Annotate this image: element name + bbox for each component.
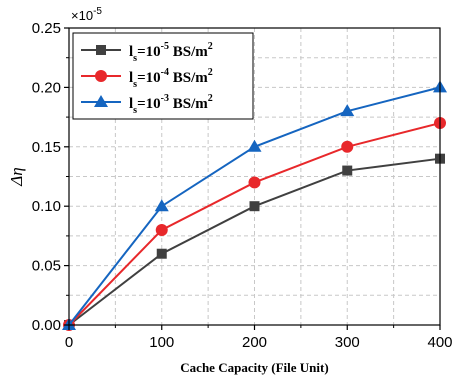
legend-label-main: l <box>129 96 133 112</box>
legend-label-eq: =10 <box>137 44 161 60</box>
x-tick-label: 0 <box>65 334 73 351</box>
data-point <box>248 176 261 189</box>
legend-label-sub: s <box>133 105 137 116</box>
legend-marker <box>95 70 107 82</box>
y-tick-label: 0.20 <box>32 79 61 96</box>
x-tick-label: 400 <box>427 334 452 351</box>
x-tick-label: 200 <box>242 334 267 351</box>
legend-label: ls=10-4 BS/m2 <box>129 67 213 90</box>
legend-item: ls=10-5 BS/m2 <box>81 41 213 64</box>
legend-marker <box>96 45 106 55</box>
legend-label-unit: BS/m <box>169 44 208 60</box>
y-tick-label: 0.10 <box>32 198 61 215</box>
legend-label-sub: s <box>133 79 137 90</box>
x-tick-label: 100 <box>149 334 174 351</box>
legend-label-main: l <box>129 44 133 60</box>
legend-label-eq: =10 <box>137 70 161 86</box>
y-tick-label: 0.00 <box>32 317 61 334</box>
legend-label: ls=10-3 BS/m2 <box>129 93 213 116</box>
y-multiplier: ×10-5 <box>71 6 102 23</box>
y-tick-label: 0.05 <box>32 258 61 275</box>
legend-label-main: l <box>129 70 133 86</box>
legend-item: ls=10-3 BS/m2 <box>81 93 213 116</box>
legend-label-unit: BS/m <box>169 70 208 86</box>
legend-label-unit-exp: 2 <box>208 67 213 78</box>
data-point <box>340 104 355 117</box>
x-tick-label: 300 <box>335 334 360 351</box>
legend-label-exp: -5 <box>161 41 169 52</box>
data-point <box>156 248 167 259</box>
data-point <box>341 140 354 153</box>
legend-label-unit-exp: 2 <box>208 93 213 104</box>
data-point <box>155 223 168 236</box>
data-point <box>154 199 169 212</box>
y-multiplier-exponent: -5 <box>93 6 102 17</box>
data-point <box>249 201 260 212</box>
y-multiplier-base: ×10 <box>71 8 93 23</box>
data-point <box>342 165 353 176</box>
series-layer <box>62 80 447 331</box>
x-axis-label: Cache Capacity (File Unit) <box>180 360 328 375</box>
axis-ticks: 0 100 200 300 400 0.00 0.05 0.10 0.15 0.20 0.25 <box>32 20 453 351</box>
y-tick-label: 0.15 <box>32 139 61 156</box>
legend-label-sub: s <box>133 53 137 64</box>
data-point <box>247 139 262 152</box>
y-tick-label: 0.25 <box>32 20 61 37</box>
legend-label-unit-exp: 2 <box>208 41 213 52</box>
legend-label-exp: -4 <box>161 67 169 78</box>
legend-label-unit: BS/m <box>169 96 208 112</box>
legend-label: ls=10-5 BS/m2 <box>129 41 213 64</box>
legend-marker <box>94 95 108 107</box>
legend-label-eq: =10 <box>137 96 161 112</box>
legend-item: ls=10-4 BS/m2 <box>81 67 213 90</box>
legend-label-exp: -3 <box>161 93 169 104</box>
y-axis-label: Δη <box>7 167 26 186</box>
